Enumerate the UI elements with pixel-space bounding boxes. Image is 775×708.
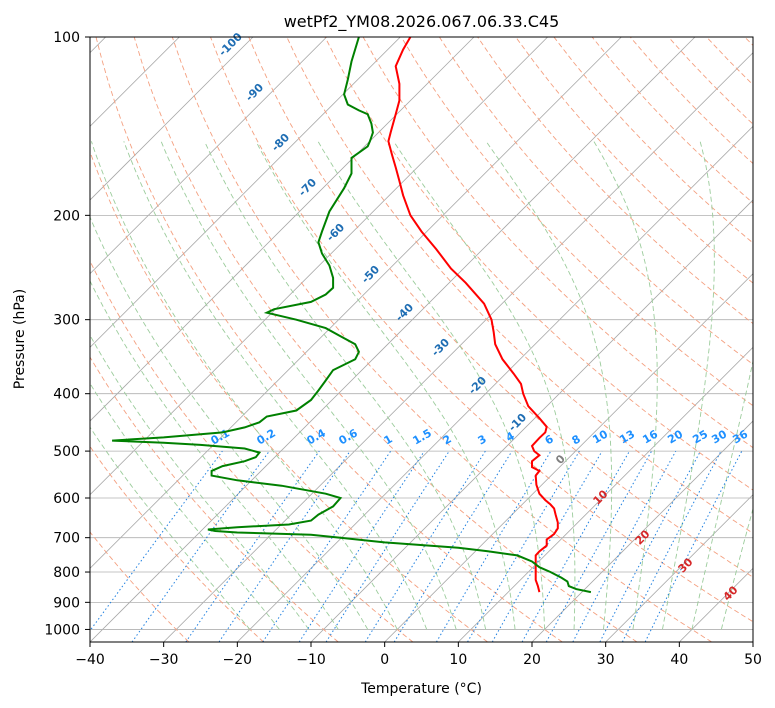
moist-adiabat-line	[90, 141, 398, 630]
y-axis-ticks: 100 200 300 400 500 600 700 800 900 1000	[44, 30, 90, 638]
y-tick-label: 400	[53, 387, 80, 403]
moist-adiabat-line	[90, 334, 310, 630]
x-tick-label: 40	[670, 652, 688, 668]
moist-adiabat-line	[485, 141, 613, 630]
y-tick-label: 1000	[44, 622, 80, 638]
mixing-ratio-line	[393, 450, 513, 642]
mixing-ratio-line	[185, 450, 320, 642]
isotherm-line	[237, 125, 753, 642]
moist-adiabat-line	[661, 141, 715, 630]
moist-adiabat-line	[90, 279, 339, 630]
dry-adiabat-line	[90, 531, 190, 642]
x-tick-label: −10	[296, 652, 326, 668]
y-tick-label: 600	[53, 491, 80, 507]
plot-frame	[89, 36, 754, 643]
x-tick-label: 0	[380, 652, 389, 668]
dry-adiabat-line	[324, 37, 753, 491]
dry-adiabat-line	[439, 37, 753, 365]
x-tick-label: −30	[149, 652, 179, 668]
isotherm-line	[90, 37, 622, 569]
mixing-ratio-line	[218, 450, 351, 642]
mixing-ratio-line	[521, 450, 630, 642]
isotherm-line	[90, 37, 327, 275]
dry-adiabat-line	[400, 37, 753, 407]
isotherm-line	[605, 494, 753, 642]
mixing-ratio-line	[262, 450, 392, 642]
mixing-ratio-line	[572, 450, 677, 642]
dry-adiabat-line	[90, 259, 414, 642]
y-tick-label: 500	[53, 444, 80, 460]
moist-adiabat-line	[90, 382, 280, 630]
isotherm-line	[90, 37, 475, 422]
x-tick-label: 20	[523, 652, 541, 668]
sounding-profiles	[112, 37, 592, 594]
isotherm-line	[531, 420, 753, 642]
dry-adiabat-line	[133, 37, 638, 642]
isotherm-line	[163, 52, 753, 642]
x-axis-ticks: −40 −30 −20 −10 0 10 20 30 40 50	[75, 642, 762, 668]
moist-adiabat-line	[255, 141, 516, 630]
y-tick-label: 800	[53, 565, 80, 581]
moist-adiabat-line	[160, 141, 457, 630]
dewpoint-profile-line	[112, 37, 592, 594]
x-tick-label: 30	[597, 652, 615, 668]
dry-adiabat-line	[515, 37, 753, 284]
moist-adiabat-line	[204, 141, 487, 630]
dry-adiabat-line	[90, 445, 264, 642]
mixing-ratio-line	[298, 450, 425, 642]
dry-adiabat-line	[171, 37, 712, 642]
y-tick-label: 100	[53, 30, 80, 46]
y-tick-label: 700	[53, 531, 80, 547]
dry-adiabat-line	[90, 150, 488, 642]
isotherm-line	[90, 37, 254, 201]
mixing-ratio-line	[90, 450, 223, 632]
background-lines	[90, 37, 753, 642]
y-axis-label: Pressure (hPa)	[12, 289, 28, 389]
chart-title: wetPf2_YM08.2026.067.06.33.C45	[284, 12, 560, 32]
mixing-ratio-line	[325, 450, 450, 642]
y-tick-label: 200	[53, 208, 80, 224]
moist-adiabat-line	[393, 141, 576, 630]
dry-adiabat-line	[90, 356, 339, 642]
mixing-ratio-line	[131, 450, 270, 642]
isotherm-line	[458, 346, 753, 642]
y-tick-label: 300	[53, 313, 80, 329]
x-tick-label: −20	[223, 652, 253, 668]
dry-adiabat-line	[248, 37, 753, 578]
y-tick-label: 900	[53, 595, 80, 611]
dry-adiabat-line	[95, 37, 563, 642]
moist-adiabat-line	[123, 141, 428, 630]
x-tick-label: −40	[75, 652, 105, 668]
moist-adiabat-line	[90, 216, 369, 630]
temperature-profile-line	[387, 37, 559, 593]
x-tick-label: 50	[744, 652, 762, 668]
isotherm-line	[90, 37, 696, 642]
dry-adiabat-line	[210, 37, 753, 623]
isotherm-line	[384, 273, 753, 642]
moist-adiabat-line	[90, 426, 251, 630]
moist-adiabat-line	[720, 506, 753, 630]
moist-adiabat-line	[691, 359, 753, 630]
x-axis-label: Temperature (°C)	[360, 681, 482, 697]
isotherm-line	[90, 37, 401, 348]
isotherm-line	[90, 37, 548, 496]
mixing-ratio-line	[545, 450, 653, 642]
mixing-ratio-line	[644, 450, 743, 642]
x-tick-label: 10	[449, 652, 467, 668]
